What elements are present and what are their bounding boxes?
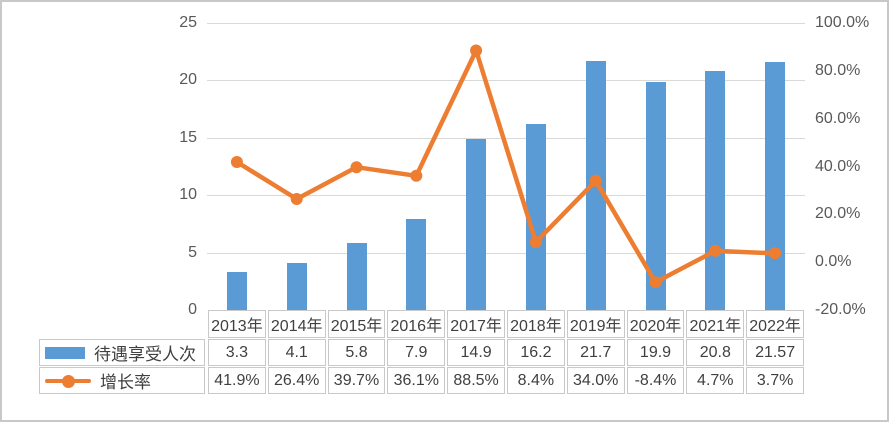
value-cell-bar: 19.9	[626, 339, 685, 366]
year-header-cell: 2022年	[746, 310, 804, 338]
value-cell-line: 8.4%	[507, 367, 565, 394]
bar-2018年	[525, 124, 546, 310]
year-header-cell: 2021年	[686, 310, 745, 338]
line-marker-2019年	[589, 174, 602, 187]
line-marker-2021年	[709, 244, 722, 257]
bar-2015年	[346, 243, 367, 310]
value-cell-line: -8.4%	[626, 367, 685, 394]
year-header-cell: 2019年	[566, 310, 625, 338]
left-axis-tick: 10	[179, 186, 197, 204]
left-axis-tick: 20	[179, 71, 197, 89]
value-cell-line: 4.7%	[686, 367, 745, 394]
growth-rate-line	[234, 48, 778, 285]
gridline	[207, 252, 805, 254]
right-axis-tick: 80.0%	[815, 61, 861, 79]
line-marker-2016年	[410, 169, 423, 182]
value-cell-bar: 5.8	[327, 339, 386, 366]
bar-2016年	[406, 219, 427, 310]
year-header-cell: 2018年	[507, 310, 565, 338]
bar-2013年	[226, 272, 247, 310]
value-cell-line: 26.4%	[267, 367, 326, 394]
legend-cell-bars: 待遇享受人次	[39, 339, 205, 366]
line-marker-2017年	[470, 44, 483, 57]
bar-2022年	[765, 62, 786, 310]
value-cell-bar: 16.2	[507, 339, 565, 366]
legend-cell-line: 增长率	[39, 367, 205, 394]
line-marker-2014年	[290, 193, 303, 205]
gridline	[207, 23, 805, 24]
right-axis-tick: 0.0%	[815, 253, 852, 271]
value-cell-bar: 14.9	[447, 339, 505, 366]
legend-line-dot	[62, 374, 75, 388]
value-cell-bar: 20.8	[686, 339, 745, 366]
left-axis-tick: 15	[179, 128, 197, 146]
gridline	[207, 137, 805, 139]
value-cell-line: 39.7%	[327, 367, 386, 394]
bar-2020年	[645, 81, 666, 310]
legend-bar-swatch	[45, 346, 85, 359]
line-marker-2015年	[350, 161, 363, 174]
bar-2017年	[466, 138, 487, 310]
line-marker-2020年	[649, 276, 662, 289]
right-axis-tick: 60.0%	[815, 109, 861, 127]
right-axis-tick: 40.0%	[815, 157, 861, 175]
left-axis-tick: 5	[188, 243, 197, 261]
line-marker-2013年	[230, 156, 243, 168]
gridline	[207, 195, 805, 197]
value-cell-line: 34.0%	[566, 367, 625, 394]
value-cell-line: 36.1%	[387, 367, 446, 394]
year-header-cell: 2013年	[208, 310, 266, 338]
year-header-cell: 2014年	[267, 310, 326, 338]
year-header-cell: 2017年	[447, 310, 505, 338]
value-cell-bar: 3.3	[208, 339, 266, 366]
gridline	[207, 80, 805, 82]
legend-label: 待遇享受人次	[94, 345, 196, 364]
value-cell-bar: 21.7	[566, 339, 625, 366]
bar-2014年	[286, 262, 307, 310]
value-cell-line: 41.9%	[208, 367, 266, 394]
legend-label: 增长率	[100, 373, 151, 392]
value-cell-line: 3.7%	[746, 367, 804, 394]
left-axis-tick: 25	[179, 14, 197, 31]
value-cell-bar: 4.1	[267, 339, 326, 366]
year-header-cell: 2016年	[387, 310, 446, 338]
value-cell-line: 88.5%	[447, 367, 505, 394]
line-marker-2022年	[769, 247, 782, 260]
legend-line-swatch	[45, 374, 91, 388]
left-axis-tick: 0	[188, 301, 197, 318]
right-axis-tick: 20.0%	[815, 205, 861, 223]
right-axis-tick: -20.0%	[815, 301, 866, 318]
right-axis-tick: 100.0%	[815, 14, 870, 31]
value-cell-bar: 21.57	[746, 339, 804, 366]
value-cell-bar: 7.9	[387, 339, 446, 366]
year-header-cell: 2020年	[626, 310, 685, 338]
line-marker-2018年	[529, 236, 542, 249]
year-header-cell: 2015年	[327, 310, 386, 338]
